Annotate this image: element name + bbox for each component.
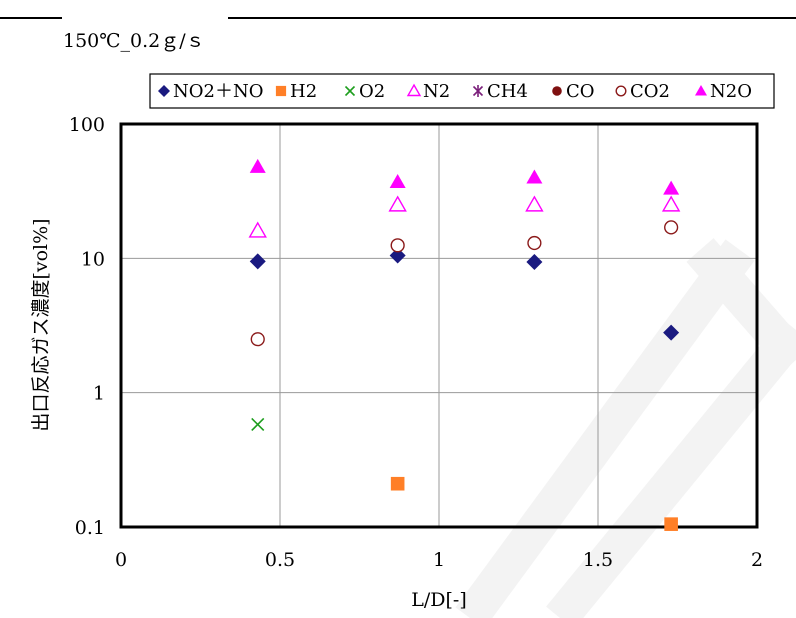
data-point [251,417,265,432]
data-point [661,195,681,212]
x-tick-label: 2 [751,549,763,571]
y-axis-label: 出口反応ガス濃度[vol%] [30,218,52,431]
data-point [249,253,266,270]
watermark [455,238,796,618]
legend-label: CO2 [630,81,670,102]
x-tick-label: 0.5 [265,549,295,571]
legend-label: CH4 [487,81,528,102]
data-point [525,195,544,212]
tick-labels: 0 0.5 1 1.5 2 0.1 1 10 100 [69,114,763,571]
y-tick-label: 0.1 [75,517,105,539]
data-marks [248,158,681,531]
plot-frame [119,122,759,529]
data-point [249,158,266,173]
data-point [250,332,265,347]
y-tick-label: 100 [69,114,105,136]
y-tick-label: 10 [81,248,105,270]
legend-label: N2O [710,81,752,102]
legend-label: H2 [290,81,317,102]
data-point [664,220,679,235]
data-point [664,517,678,531]
legend-marker [695,85,707,96]
legend-marker [275,85,287,97]
legend-label: O2 [359,81,385,102]
legend-marker [406,83,422,97]
data-point [390,476,405,491]
legend-marker [158,85,170,97]
data-point [663,180,680,195]
data-point [388,195,407,212]
x-tick-label: 1.5 [583,549,613,571]
legend-marker [615,85,627,97]
legend-marker [472,85,484,97]
data-point [526,253,543,270]
legend-marker [344,85,356,97]
y-tick-label: 1 [93,383,105,405]
x-tick-label: 1 [433,549,445,571]
legend-box [149,73,775,109]
data-point [663,324,680,341]
data-point [389,174,406,189]
data-point [526,169,543,184]
x-axis-label: L/D[-] [411,589,467,611]
data-point [248,221,267,238]
data-point [390,238,405,253]
data-point [389,247,406,264]
legend-label: N2 [423,81,450,102]
legend-marker [552,86,562,96]
legend-label: NO2＋NO [173,81,263,102]
legend: NO2＋NO H2 O2 N2 CH4 CO CO2 N2O [158,81,752,102]
grid [121,124,757,527]
legend-label: CO [566,81,595,102]
chart-title: 150℃_0.2ｇ/ｓ [63,30,205,52]
x-tick-label: 0 [115,549,127,571]
data-point [527,235,542,251]
